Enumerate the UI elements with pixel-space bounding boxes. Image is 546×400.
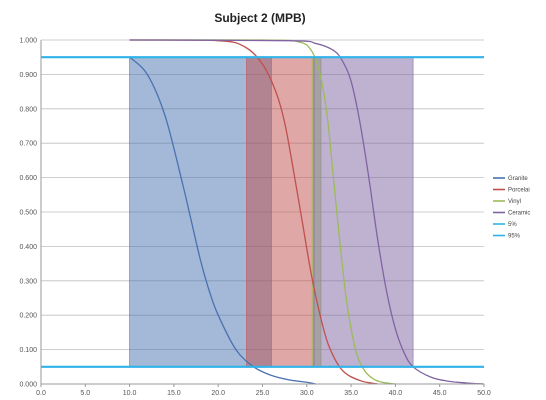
series-line-3 bbox=[129, 39, 485, 385]
legend-label: Ceramic bbox=[508, 211, 530, 217]
y-tick-label: 0.000 bbox=[19, 382, 37, 389]
legend-label: Vinyl bbox=[508, 199, 521, 205]
x-tick-label: 50.0 bbox=[477, 390, 491, 397]
band-layer bbox=[129, 56, 414, 368]
y-tick-label: 0.100 bbox=[19, 347, 37, 354]
x-tick-label: 40.0 bbox=[389, 390, 403, 397]
legend-label: 5% bbox=[508, 222, 517, 228]
x-tick-label: 20.0 bbox=[211, 390, 225, 397]
series-line-1 bbox=[129, 39, 378, 385]
x-tick-label: 35.0 bbox=[344, 390, 358, 397]
band-rect bbox=[313, 56, 414, 368]
y-tick-label: 0.700 bbox=[19, 141, 37, 148]
x-tick-label: 0.0 bbox=[36, 390, 46, 397]
x-tick-label: 15.0 bbox=[167, 390, 181, 397]
chart-title: Subject 2 (MPB) bbox=[214, 11, 305, 25]
legend-label: Granite bbox=[508, 176, 528, 182]
x-tick-label: 30.0 bbox=[300, 390, 314, 397]
y-tick-label: 0.300 bbox=[19, 278, 37, 285]
y-tick-label: 0.200 bbox=[19, 313, 37, 320]
legend-label: Porcelai bbox=[508, 188, 530, 194]
x-tick-label: 45.0 bbox=[433, 390, 447, 397]
legend: Granite Porcelai Vinyl Ceramic 5% 95% bbox=[493, 176, 530, 240]
y-tick-label: 0.900 bbox=[19, 72, 37, 79]
y-tick-label: 1.000 bbox=[19, 38, 37, 45]
x-tick-label: 25.0 bbox=[256, 390, 270, 397]
x-tick-label: 10.0 bbox=[123, 390, 137, 397]
y-tick-label: 0.600 bbox=[19, 175, 37, 182]
y-tick-label: 0.800 bbox=[19, 106, 37, 113]
series-line-0 bbox=[129, 56, 316, 385]
line-layer bbox=[41, 39, 485, 385]
legend-label: 95% bbox=[508, 234, 521, 240]
y-tick-label: 0.400 bbox=[19, 244, 37, 251]
band-rect bbox=[246, 56, 315, 368]
axis-layer: 0.000 0.100 0.200 0.300 0.400 0.500 0.600 0.700… bbox=[19, 38, 490, 398]
y-tick-label: 0.500 bbox=[19, 210, 37, 217]
x-tick-label: 5.0 bbox=[80, 390, 90, 397]
